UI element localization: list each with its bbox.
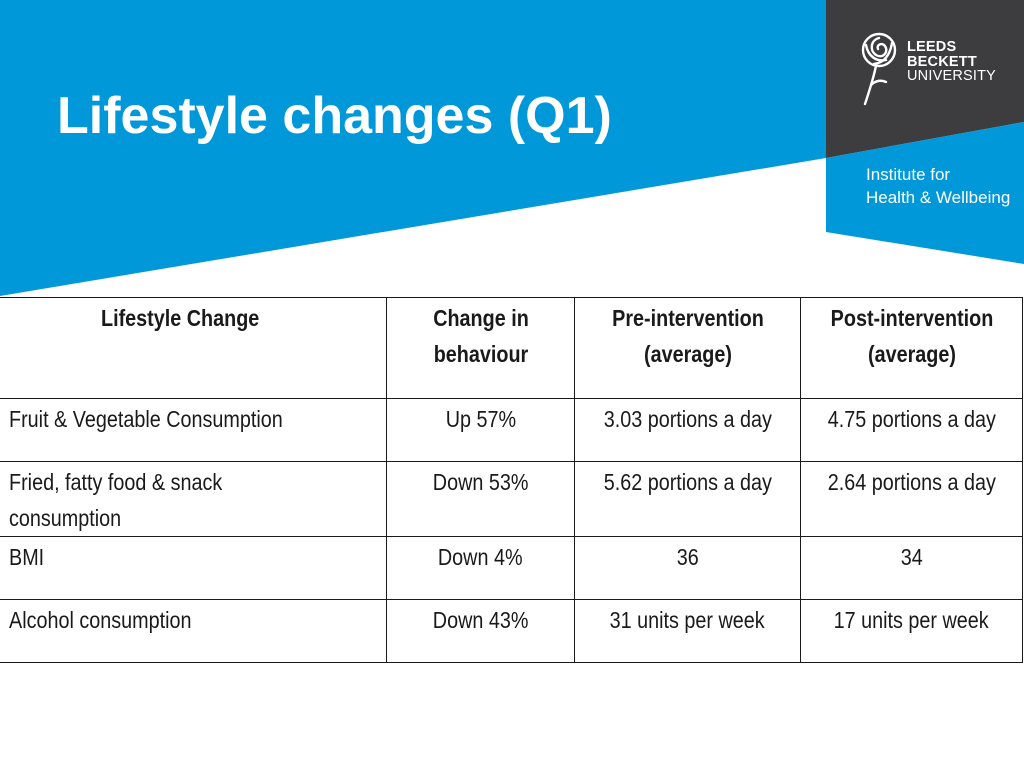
header-label: Lifestyle Change — [101, 305, 260, 331]
cell-text: 5.62 portions a day — [603, 469, 772, 495]
cell-text: Down 53% — [432, 469, 529, 495]
table-row: Fruit & Vegetable Consumption Up 57% 3.0… — [0, 398, 1023, 462]
cell-lifestyle-change: Fruit & Vegetable Consumption — [0, 398, 387, 462]
cell-text: 3.03 portions a day — [603, 406, 772, 432]
cell-change: Down 43% — [385, 599, 575, 663]
blue-institute-panel — [826, 122, 1024, 264]
cell-text: Down 43% — [432, 607, 529, 633]
cell-pre: 36 — [573, 536, 801, 600]
header-lifestyle-change: Lifestyle Change — [0, 297, 387, 399]
table-row: Fried, fatty food & snack consumption Do… — [0, 461, 1023, 537]
table-row: Alcohol consumption Down 43% 31 units pe… — [0, 599, 1023, 663]
cell-lifestyle-change: BMI — [0, 536, 387, 600]
cell-text: BMI — [9, 544, 45, 570]
header-post-intervention: Post-intervention (average) — [799, 297, 1023, 399]
university-name-line-3: UNIVERSITY — [907, 68, 997, 84]
rose-icon — [861, 32, 897, 106]
university-name-line-2: BECKETT — [907, 53, 977, 70]
slide-title: Lifestyle changes (Q1) — [57, 87, 612, 145]
institute-name-line-2: Health & Wellbeing — [866, 188, 1011, 207]
table-header-row: Lifestyle Change Change in behaviour Pre… — [0, 297, 1023, 399]
table-row: BMI Down 4% 36 34 — [0, 536, 1023, 600]
cell-text: 36 — [676, 544, 699, 570]
lifestyle-table: Lifestyle Change Change in behaviour Pre… — [0, 297, 1023, 663]
cell-text: Fried, fatty food & snack consumption — [9, 469, 223, 531]
institute-name-line-1: Institute for — [866, 165, 951, 184]
header-label: Change in behaviour — [432, 305, 529, 367]
cell-text: 17 units per week — [833, 607, 990, 633]
cell-change: Up 57% — [385, 398, 575, 462]
cell-text: 34 — [900, 544, 923, 570]
cell-pre: 3.03 portions a day — [573, 398, 801, 462]
cell-text: 2.64 portions a day — [827, 469, 996, 495]
cell-text: 4.75 portions a day — [827, 406, 996, 432]
header-change-in-behaviour: Change in behaviour — [385, 297, 575, 399]
cell-text: Fruit & Vegetable Consumption — [9, 406, 283, 432]
cell-text: Alcohol consumption — [9, 607, 192, 633]
university-name-line-1: LEEDS — [907, 39, 957, 55]
cell-post: 17 units per week — [799, 599, 1023, 663]
cell-change: Down 4% — [385, 536, 575, 600]
blue-banner — [0, 0, 826, 296]
header-label: Post-intervention (average) — [830, 305, 993, 367]
cell-text: 31 units per week — [609, 607, 766, 633]
cell-text: Down 4% — [438, 544, 523, 570]
university-logo: LEEDS BECKETT UNIVERSITY — [856, 30, 1006, 110]
cell-lifestyle-change: Alcohol consumption — [0, 599, 387, 663]
header-label: Pre-intervention (average) — [611, 305, 764, 367]
cell-pre: 5.62 portions a day — [573, 461, 801, 537]
cell-post: 34 — [799, 536, 1023, 600]
cell-pre: 31 units per week — [573, 599, 801, 663]
cell-post: 2.64 portions a day — [799, 461, 1023, 537]
institute-name: Institute for Health & Wellbeing — [866, 163, 1010, 209]
cell-change: Down 53% — [385, 461, 575, 537]
cell-lifestyle-change: Fried, fatty food & snack consumption — [0, 461, 387, 537]
cell-post: 4.75 portions a day — [799, 398, 1023, 462]
cell-text: Up 57% — [445, 406, 516, 432]
header-pre-intervention: Pre-intervention (average) — [573, 297, 801, 399]
university-name: LEEDS BECKETT UNIVERSITY — [907, 40, 996, 84]
